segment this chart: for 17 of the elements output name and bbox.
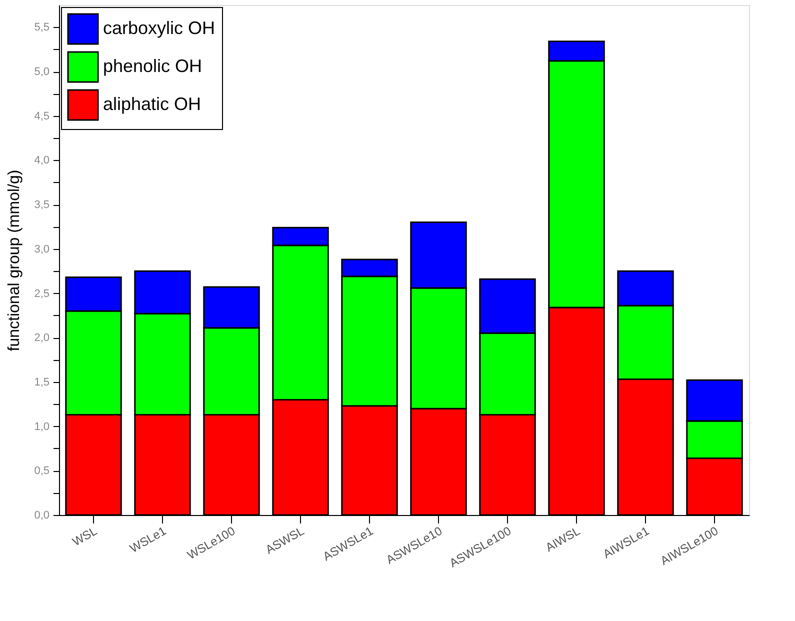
y-tick-label: 3,0 xyxy=(34,243,50,256)
y-tick-label: 0,5 xyxy=(34,465,50,478)
y-tick-label: 4,5 xyxy=(34,110,50,122)
x-tick-label: WSL xyxy=(70,524,100,549)
legend-label: carboxylic OH xyxy=(103,18,216,38)
y-tick-label: 3,5 xyxy=(34,199,50,212)
legend-label: phenolic OH xyxy=(103,56,202,76)
y-tick-label: 2,0 xyxy=(34,332,50,344)
legend-label: aliphatic OH xyxy=(103,94,202,114)
y-tick-label: 5,0 xyxy=(34,66,50,78)
y-axis-title: functional group (mmol/g) xyxy=(6,170,24,352)
y-tick-label: 5,5 xyxy=(34,22,50,34)
y-tick-label: 0,0 xyxy=(34,510,50,522)
y-tick-label: 1,0 xyxy=(34,420,50,433)
y-tick-label: 1,5 xyxy=(34,376,50,388)
y-tick-label: 4,0 xyxy=(34,154,50,167)
y-tick-label: 2,5 xyxy=(34,288,50,300)
